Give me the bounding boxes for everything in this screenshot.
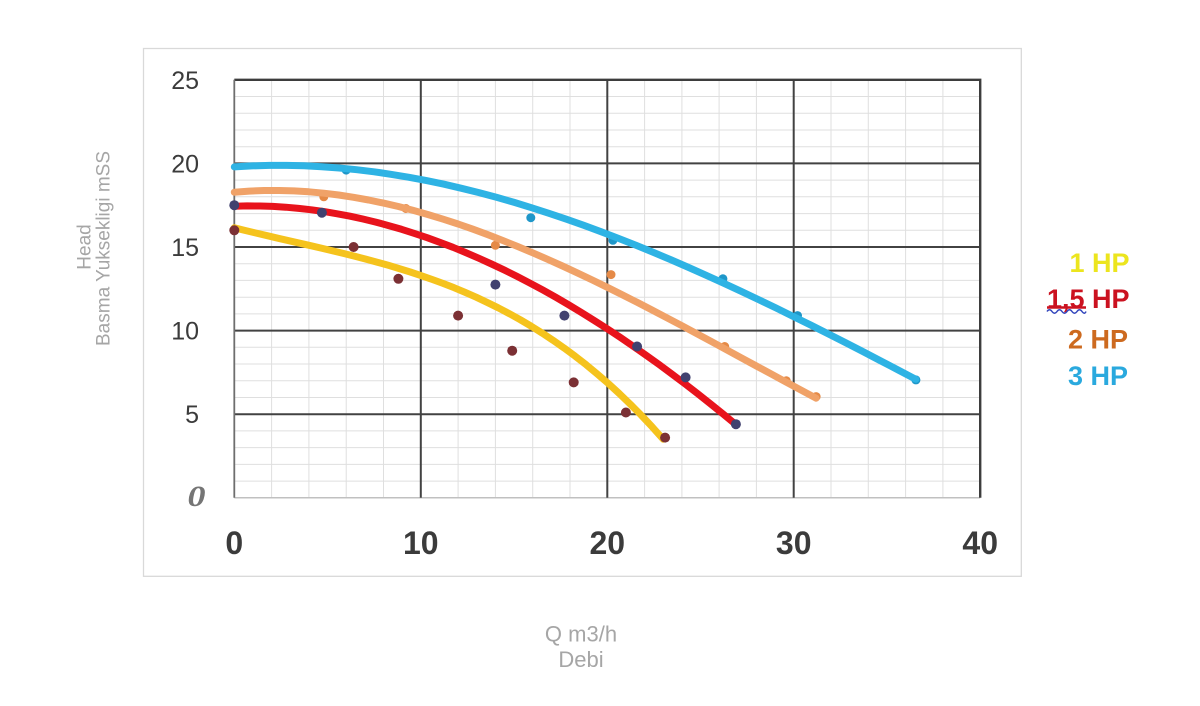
svg-text:Debi: Debi (558, 647, 603, 672)
svg-text:30: 30 (776, 525, 812, 561)
svg-text:1,5 HP: 1,5 HP (1047, 284, 1130, 314)
svg-text:40: 40 (962, 525, 998, 561)
svg-text:3 HP: 3 HP (1068, 361, 1128, 391)
svg-text:2 HP: 2 HP (1068, 325, 1128, 355)
svg-text:20: 20 (590, 525, 626, 561)
svg-text:10: 10 (171, 318, 199, 346)
svg-text:10: 10 (403, 525, 439, 561)
svg-text:15: 15 (171, 234, 199, 262)
svg-text:Basma Yuksekligi mSS: Basma Yuksekligi mSS (94, 151, 115, 346)
svg-text:5: 5 (185, 401, 199, 429)
svg-text:20: 20 (171, 150, 199, 178)
svg-text:0: 0 (188, 480, 206, 513)
svg-text:Head: Head (75, 224, 96, 269)
svg-text:1 HP: 1 HP (1069, 248, 1129, 278)
svg-text:Q m3/h: Q m3/h (545, 622, 617, 647)
svg-text:25: 25 (171, 67, 199, 95)
svg-text:0: 0 (225, 525, 243, 561)
